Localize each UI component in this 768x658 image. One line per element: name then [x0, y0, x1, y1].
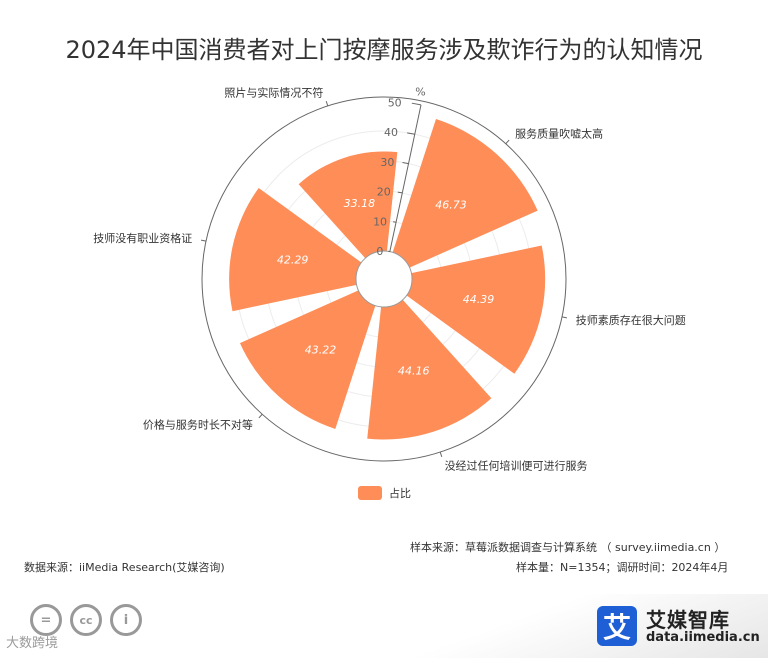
radial-tick-label: 0: [376, 245, 383, 258]
category-label: 服务质量吹嘘太高: [515, 126, 603, 140]
data-label: 44.16: [398, 365, 430, 378]
bar-sector: [298, 151, 398, 259]
data-source: 数据来源：iiMedia Research(艾媒咨询): [24, 561, 225, 574]
radial-tick: [392, 221, 397, 223]
angle-tick: [505, 139, 510, 145]
angle-tick: [439, 451, 443, 458]
bar-sector: [229, 187, 362, 312]
iimedia-logo-icon: 艾: [597, 606, 637, 646]
cc-equal-icon: =: [30, 604, 62, 636]
polar-outer-ring: [201, 96, 567, 462]
radial-unit-label: %: [415, 86, 425, 99]
category-label: 没经过任何培训便可进行服务: [445, 458, 588, 472]
data-label: 33.18: [344, 197, 376, 210]
angle-tick: [200, 239, 207, 242]
logo-url: data.iimedia.cn: [646, 630, 760, 645]
cc-attribution-icon: i: [110, 604, 142, 636]
data-label: 44.39: [463, 293, 495, 306]
category-label: 照片与实际情况不符: [224, 86, 323, 100]
polar-bar-chart: 46.73 服务质量吹嘘太高 44.39 技师素质存在很大问题 44.16 没经过任何培训…: [93, 86, 686, 473]
bar-sector: [239, 290, 376, 429]
logo-name: 艾媒智库: [646, 608, 730, 632]
category-label: 技师素质存在很大问题: [576, 313, 686, 327]
polar-inner-ring: [355, 250, 413, 308]
legend-label: 占比: [389, 487, 411, 500]
watermark: 大数跨境: [6, 636, 59, 651]
category-label: 价格与服务时长不对等: [143, 418, 253, 432]
radial-tick-label: 30: [380, 156, 394, 169]
radial-tick-label: 50: [388, 96, 402, 109]
legend[interactable]: 占比: [358, 485, 411, 501]
angle-tick: [325, 100, 329, 107]
radial-tick: [407, 132, 415, 135]
radial-tick: [402, 161, 409, 165]
sample-info: 样本量：N=1354；调研时间：2024年4月: [516, 561, 729, 574]
sample-source: 样本来源：草莓派数据调查与计算系统 （ survey.iimedia.cn ）: [410, 541, 726, 554]
bar-sector: [406, 245, 546, 374]
radial-axis: [389, 104, 422, 252]
radial-tick: [411, 102, 422, 106]
data-label: 42.29: [277, 254, 309, 267]
angle-tick: [258, 413, 263, 419]
bar-sector: [392, 119, 538, 268]
data-label: 46.73: [435, 199, 467, 212]
radial-tick-label: 10: [373, 215, 387, 228]
radial-tick-label: 40: [384, 126, 398, 139]
legend-swatch: [358, 486, 382, 500]
cc-license-icon: cc: [70, 604, 102, 636]
radial-tick: [397, 191, 403, 194]
category-label: 技师没有职业资格证: [93, 231, 192, 245]
data-label: 43.22: [305, 343, 337, 356]
bar-sector: [367, 299, 492, 440]
chart-title: 2024年中国消费者对上门按摩服务涉及欺诈行为的认知情况: [65, 36, 703, 64]
angle-tick: [561, 316, 568, 319]
radial-tick-label: 20: [377, 186, 391, 199]
